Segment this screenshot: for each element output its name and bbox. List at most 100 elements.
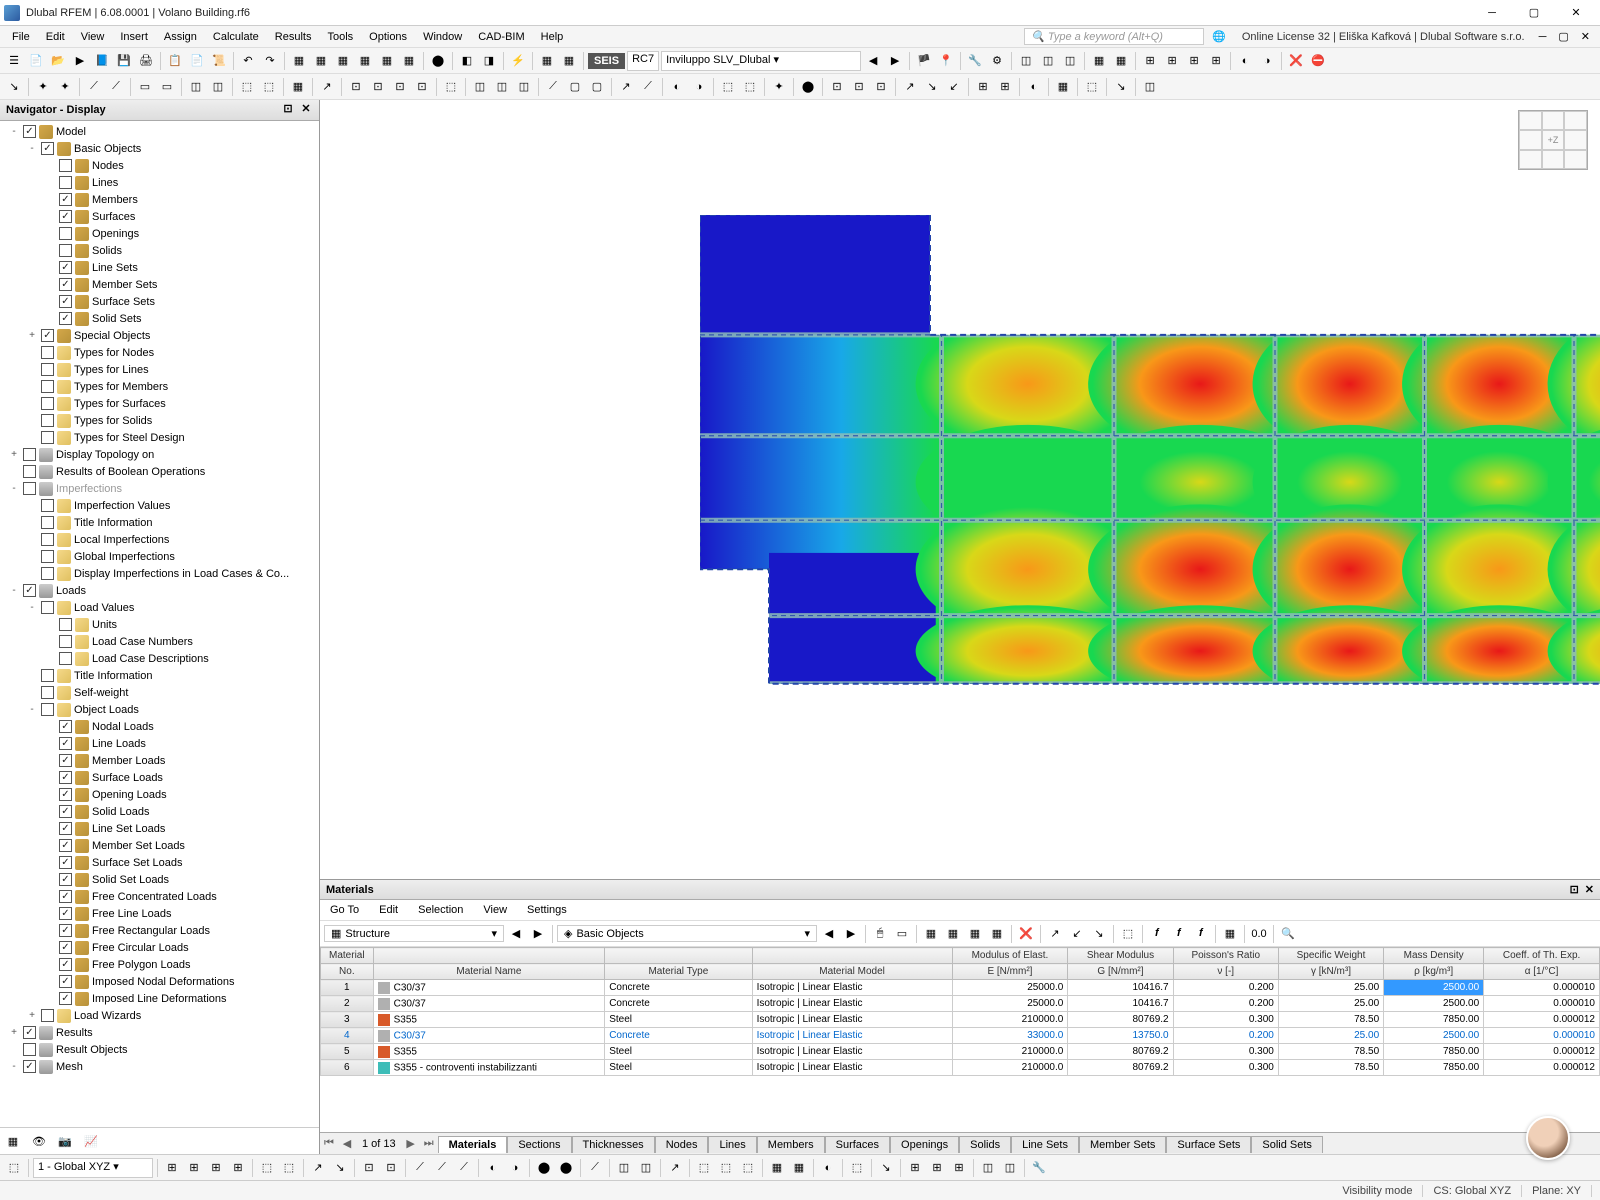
menu-window[interactable]: Window: [415, 29, 470, 45]
tree-checkbox[interactable]: [59, 788, 72, 801]
toolbar-button[interactable]: ⊞: [905, 1158, 925, 1178]
tree-checkbox[interactable]: [59, 754, 72, 767]
toolbar-button[interactable]: ⊡: [368, 77, 388, 97]
toolbar-button[interactable]: ⊞: [1162, 51, 1182, 71]
doc-window-buttons[interactable]: ─▢✕: [1533, 30, 1596, 43]
toolbar-button[interactable]: ⚙: [987, 51, 1007, 71]
tree-checkbox[interactable]: [59, 227, 72, 240]
toolbar-button[interactable]: ◨: [479, 51, 499, 71]
tree-item[interactable]: -Load Values: [2, 599, 317, 616]
tree-checkbox[interactable]: [59, 805, 72, 818]
tree-expander[interactable]: -: [26, 602, 38, 613]
tree-item[interactable]: Load Case Descriptions: [2, 650, 317, 667]
tree-checkbox[interactable]: [59, 635, 72, 648]
toolbar-button[interactable]: ↘: [876, 1158, 896, 1178]
tree-checkbox[interactable]: [41, 329, 54, 342]
toolbar-button[interactable]: 🔧: [1029, 1158, 1049, 1178]
tree-checkbox[interactable]: [59, 822, 72, 835]
tree-checkbox[interactable]: [59, 873, 72, 886]
toolbar-button[interactable]: 📄: [187, 51, 207, 71]
toolbar-button[interactable]: ▭: [892, 924, 912, 944]
toolbar-button[interactable]: ⊡: [871, 77, 891, 97]
toolbar-button[interactable]: ⬚: [694, 1158, 714, 1178]
tree-item[interactable]: Imperfection Values: [2, 497, 317, 514]
toolbar-button[interactable]: ⊞: [1140, 51, 1160, 71]
toolbar-button[interactable]: ▦: [1111, 51, 1131, 71]
keyword-search[interactable]: 🔍 Type a keyword (Alt+Q): [1024, 28, 1204, 45]
tree-item[interactable]: Surface Loads: [2, 769, 317, 786]
table-crumb-structure[interactable]: ▦Structure▾: [324, 925, 504, 942]
toolbar-button[interactable]: ◧: [457, 51, 477, 71]
tree-item[interactable]: Solids: [2, 242, 317, 259]
toolbar-button[interactable]: ✦: [769, 77, 789, 97]
toolbar-button[interactable]: 📄: [26, 51, 46, 71]
tab-solids[interactable]: Solids: [959, 1136, 1011, 1153]
toolbar-button[interactable]: ⊞: [1184, 51, 1204, 71]
tree-checkbox[interactable]: [41, 567, 54, 580]
toolbar-button[interactable]: ▦: [1220, 924, 1240, 944]
tree-item[interactable]: Nodes: [2, 157, 317, 174]
toolbar-button[interactable]: ◫: [1038, 51, 1058, 71]
toolbar-button[interactable]: ⬚: [237, 77, 257, 97]
toolbar-button[interactable]: ⬚: [441, 77, 461, 97]
toolbar-button[interactable]: ◐: [818, 1158, 838, 1178]
tree-checkbox[interactable]: [41, 533, 54, 546]
globe-icon[interactable]: 🌐: [1212, 30, 1226, 43]
toolbar-button[interactable]: ⬚: [740, 77, 760, 97]
menu-edit[interactable]: Edit: [38, 29, 73, 45]
tree-item[interactable]: Line Sets: [2, 259, 317, 276]
menu-help[interactable]: Help: [533, 29, 572, 45]
tab-nav-button[interactable]: ◀: [338, 1137, 356, 1150]
tree-checkbox[interactable]: [59, 890, 72, 903]
menu-assign[interactable]: Assign: [156, 29, 205, 45]
table-crumb-objects[interactable]: ◈Basic Objects▾: [557, 925, 817, 942]
toolbar-button[interactable]: ▢: [565, 77, 585, 97]
navigator-close-icon[interactable]: ✕: [299, 103, 313, 117]
close-button[interactable]: ✕: [1556, 3, 1596, 23]
toolbar-button[interactable]: ⊞: [228, 1158, 248, 1178]
tree-checkbox[interactable]: [41, 601, 54, 614]
toolbar-button[interactable]: ⊞: [162, 1158, 182, 1178]
tree-expander[interactable]: -: [8, 483, 20, 494]
toolbar-button[interactable]: ▦: [399, 51, 419, 71]
toolbar-button[interactable]: ↘: [1111, 77, 1131, 97]
toolbar-button[interactable]: ⬚: [718, 77, 738, 97]
tree-checkbox[interactable]: [59, 261, 72, 274]
toolbar-button[interactable]: ⬤: [556, 1158, 576, 1178]
tree-item[interactable]: Surfaces: [2, 208, 317, 225]
tree-item[interactable]: Types for Members: [2, 378, 317, 395]
toolbar-button[interactable]: ▦: [987, 924, 1007, 944]
toolbar-button[interactable]: ⊞: [1206, 51, 1226, 71]
toolbar-button[interactable]: ⟋: [106, 77, 126, 97]
tree-checkbox[interactable]: [59, 193, 72, 206]
table-row[interactable]: 4C30/37ConcreteIsotropic | Linear Elasti…: [321, 1028, 1600, 1044]
toolbar-button[interactable]: ◑: [505, 1158, 525, 1178]
nav-tab-results-icon[interactable]: 📈: [81, 1131, 101, 1151]
toolbar-button[interactable]: ◫: [978, 1158, 998, 1178]
toolbar-button[interactable]: ⟋: [454, 1158, 474, 1178]
toolbar-button[interactable]: ⊞: [927, 1158, 947, 1178]
toolbar-button[interactable]: ⟋: [585, 1158, 605, 1178]
tree-checkbox[interactable]: [59, 210, 72, 223]
tree-checkbox[interactable]: [59, 652, 72, 665]
toolbar-button[interactable]: ⊡: [849, 77, 869, 97]
tree-expander[interactable]: -: [26, 143, 38, 154]
toolbar-button[interactable]: ⬤: [534, 1158, 554, 1178]
toolbar-button[interactable]: 📜: [209, 51, 229, 71]
toolbar-button[interactable]: ▦: [921, 924, 941, 944]
tree-checkbox[interactable]: [41, 346, 54, 359]
toolbar-button[interactable]: ▦: [789, 1158, 809, 1178]
navigator-tree[interactable]: -Model-Basic ObjectsNodesLinesMembersSur…: [0, 121, 319, 1127]
toolbar-button[interactable]: ✦: [33, 77, 53, 97]
tree-checkbox[interactable]: [59, 176, 72, 189]
toolbar-button[interactable]: 🖱: [870, 924, 890, 944]
tree-item[interactable]: Opening Loads: [2, 786, 317, 803]
toolbar-button[interactable]: ◀: [506, 924, 526, 944]
load-combo-select[interactable]: Inviluppo SLV_Dlubal ▾: [661, 51, 861, 71]
tree-item[interactable]: Free Polygon Loads: [2, 956, 317, 973]
tree-item[interactable]: Types for Lines: [2, 361, 317, 378]
table-row[interactable]: 1C30/37ConcreteIsotropic | Linear Elasti…: [321, 980, 1600, 996]
toolbar-button[interactable]: ☰: [4, 51, 24, 71]
toolbar-button[interactable]: ⊞: [949, 1158, 969, 1178]
tree-checkbox[interactable]: [59, 771, 72, 784]
